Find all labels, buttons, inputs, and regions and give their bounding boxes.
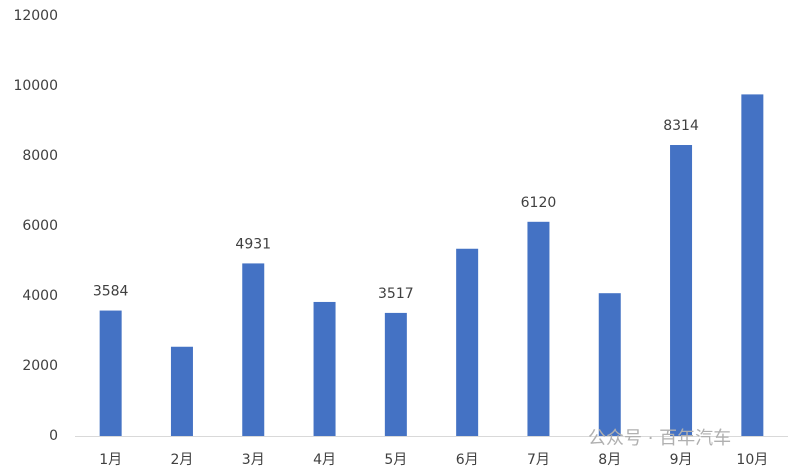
bar	[313, 301, 336, 436]
y-tick-label: 12000	[13, 8, 58, 24]
y-tick-label: 4000	[22, 288, 58, 304]
data-label: 4931	[235, 236, 271, 252]
x-tick-label: 5月	[384, 452, 407, 468]
y-tick-label: 6000	[22, 218, 58, 234]
data-label: 6120	[521, 195, 557, 211]
y-tick-label: 10000	[13, 78, 58, 94]
x-tick-label: 8月	[598, 452, 621, 468]
bar	[384, 312, 407, 436]
bar	[242, 263, 265, 436]
bar	[741, 94, 764, 437]
x-tick-label: 7月	[527, 452, 550, 468]
data-label: 8314	[663, 118, 699, 134]
x-tick-label: 10月	[736, 452, 768, 468]
watermark: 公众号 · 百年汽车	[588, 428, 731, 449]
x-tick-label: 6月	[456, 452, 479, 468]
bar	[670, 145, 693, 436]
x-tick-label: 4月	[313, 452, 336, 468]
bar	[170, 346, 193, 436]
y-tick-label: 2000	[22, 358, 58, 374]
bar	[598, 293, 621, 436]
x-tick-label: 2月	[170, 452, 193, 468]
x-tick-label: 9月	[670, 452, 693, 468]
x-tick-label: 3月	[242, 452, 265, 468]
data-label: 3584	[93, 284, 129, 300]
y-tick-label: 8000	[22, 148, 58, 164]
bar	[527, 221, 550, 436]
bar	[456, 248, 479, 436]
bar	[99, 310, 122, 436]
y-tick-label: 0	[49, 428, 58, 444]
x-tick-label: 1月	[99, 452, 122, 468]
data-label: 3517	[378, 286, 414, 302]
